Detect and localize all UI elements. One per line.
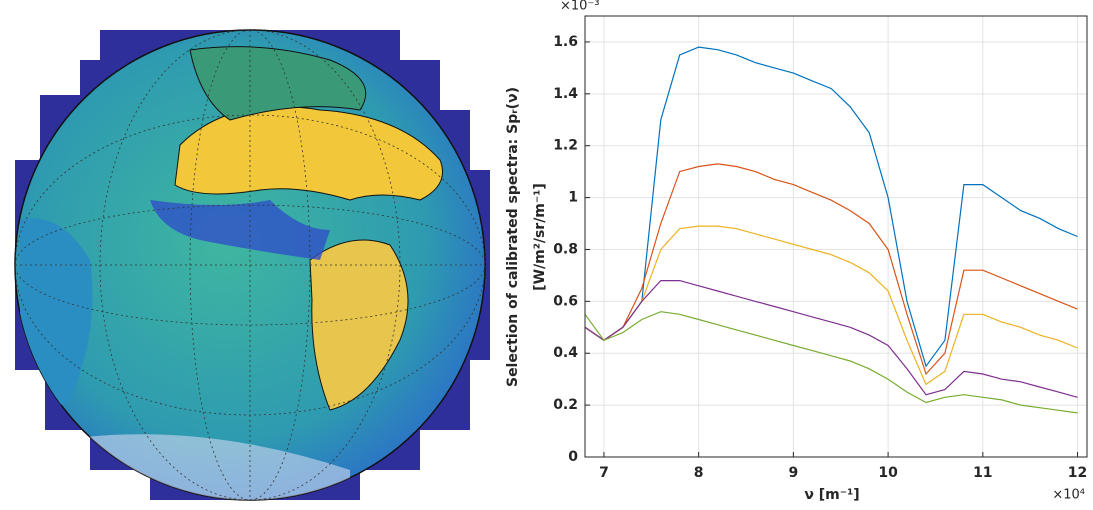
y-exponent: ×10⁻³	[560, 0, 600, 14]
series-line	[584, 280, 1078, 398]
y-tick-label: 0	[568, 449, 578, 465]
x-tick-label: 8	[694, 465, 704, 481]
series-line	[584, 46, 1078, 368]
series-line	[584, 163, 1078, 376]
x-tick-label: 9	[789, 465, 799, 481]
x-tick-label: 10	[878, 465, 898, 481]
x-tick-label: 7	[599, 465, 609, 481]
series-line	[584, 311, 1078, 414]
x-exponent: ×10⁴	[1052, 488, 1085, 503]
x-tick-label: 11	[973, 465, 992, 481]
series-line	[584, 225, 1078, 386]
y-tick-label: 1.6	[553, 34, 578, 50]
y-tick-label: 0.4	[553, 345, 578, 361]
chart: ×10⁻³ ×10⁴ ν [m⁻¹] Selection of calibrat…	[505, 0, 1088, 503]
x-tick-label: 12	[1068, 465, 1087, 481]
y-tick-label: 0.8	[553, 241, 578, 257]
plot-frame	[584, 15, 1088, 458]
y-tick-label: 1	[568, 190, 578, 206]
x-axis-label: ν [m⁻¹]	[804, 487, 859, 503]
y-axis-label: Selection of calibrated spectra: Spᵣ(ν)	[505, 87, 521, 387]
y-tick-label: 1.2	[553, 138, 578, 154]
y-axis-label: [W/m²/sr/m⁻¹]	[532, 183, 548, 291]
y-tick-label: 1.4	[553, 86, 578, 102]
globe-image	[14, 29, 490, 501]
y-tick-label: 0.6	[553, 293, 578, 309]
y-tick-label: 0.2	[553, 397, 578, 413]
